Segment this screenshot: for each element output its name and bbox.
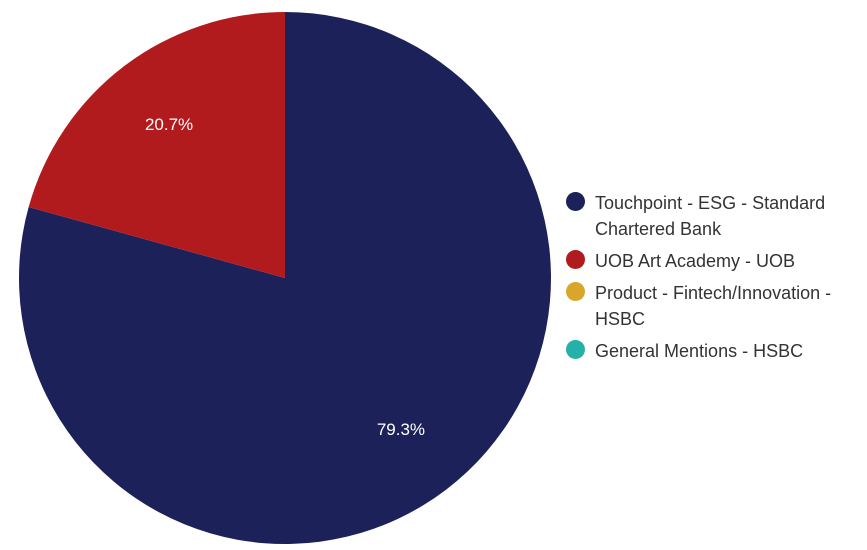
pie-slice[interactable] [18,12,551,545]
pie-slice[interactable] [28,12,285,278]
legend-label: Product - Fintech/Innovation - HSBC [595,283,832,329]
legend-swatch [566,282,585,301]
legend-item[interactable]: General Mentions - HSBC [566,338,862,364]
slice-data-label: 20.7% [145,115,193,134]
legend-swatch [566,250,585,269]
chart-legend: Touchpoint - ESG - Standard Chartered Ba… [566,190,862,370]
pie-slices [18,12,551,545]
legend-swatch [566,192,585,211]
slice-data-label: 79.3% [377,420,425,439]
pie-chart: 79.3% 20.7% [18,12,551,545]
legend-label: UOB Art Academy - UOB [595,251,796,271]
legend-label: General Mentions - HSBC [595,341,804,361]
pie-labels: 79.3% 20.7% [145,115,425,439]
legend-item[interactable]: Product - Fintech/Innovation - HSBC [566,280,862,332]
legend-item[interactable]: Touchpoint - ESG - Standard Chartered Ba… [566,190,862,242]
legend-label: Touchpoint - ESG - Standard Chartered Ba… [595,193,826,239]
legend-swatch [566,340,585,359]
legend-item[interactable]: UOB Art Academy - UOB [566,248,862,274]
